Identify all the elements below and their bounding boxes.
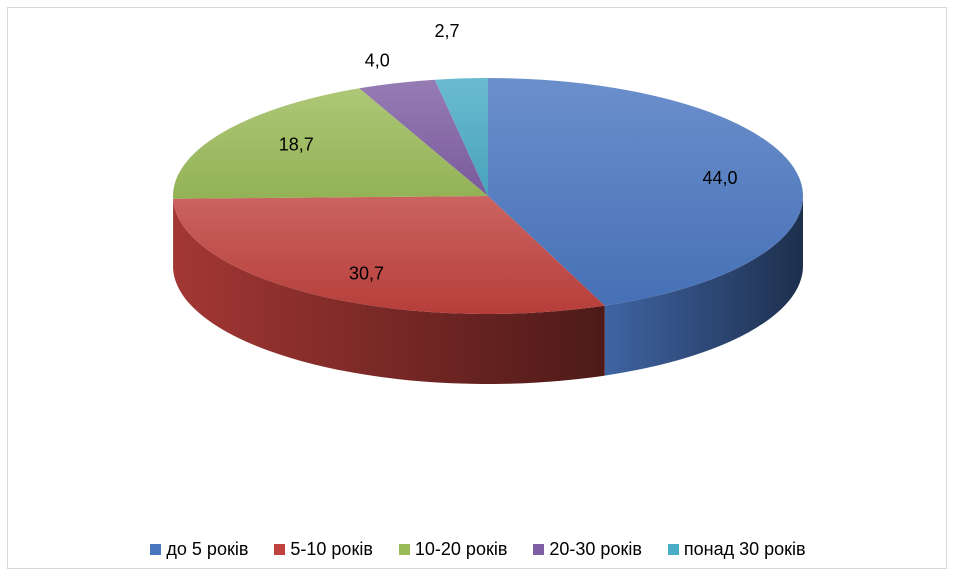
pie-sides xyxy=(173,196,803,384)
chart-legend: до 5 років 5-10 років 10-20 років 20-30 рок… xyxy=(0,539,956,560)
pie-tops xyxy=(173,78,803,314)
legend-swatch-4 xyxy=(667,544,679,555)
legend-swatch-2 xyxy=(398,544,410,555)
pie-side-0 xyxy=(604,196,803,376)
data-label-1: 30,7 xyxy=(349,264,384,284)
data-label-4: 2,7 xyxy=(434,21,459,41)
pie-slice-2 xyxy=(173,88,489,199)
pie-slice-4 xyxy=(434,78,488,196)
legend-item-4: понад 30 років xyxy=(667,539,806,560)
pie-side-1 xyxy=(173,198,605,384)
legend-swatch-0 xyxy=(150,544,162,555)
legend-label-1: 5-10 років xyxy=(290,539,373,559)
pie-slice-1 xyxy=(173,196,605,314)
legend-label-3: 20-30 років xyxy=(549,539,642,559)
legend-item-0: до 5 років xyxy=(150,539,248,560)
legend-item-2: 10-20 років xyxy=(398,539,508,560)
pie-slice-3 xyxy=(359,79,488,196)
legend-label-2: 10-20 років xyxy=(414,539,508,559)
data-label-0: 44,0 xyxy=(702,168,737,188)
data-label-2: 18,7 xyxy=(279,134,314,154)
pie-labels: 44,0 30,7 18,7 4,0 2,7 xyxy=(279,21,738,284)
legend-label-4: понад 30 років xyxy=(683,539,806,559)
legend-item-3: 20-30 років xyxy=(533,539,642,560)
pie-slice-0 xyxy=(488,78,803,306)
data-label-3: 4,0 xyxy=(365,51,390,71)
legend-item-1: 5-10 років xyxy=(274,539,373,560)
legend-swatch-1 xyxy=(274,544,286,555)
legend-swatch-3 xyxy=(533,544,545,555)
legend-label-0: до 5 років xyxy=(166,539,249,559)
